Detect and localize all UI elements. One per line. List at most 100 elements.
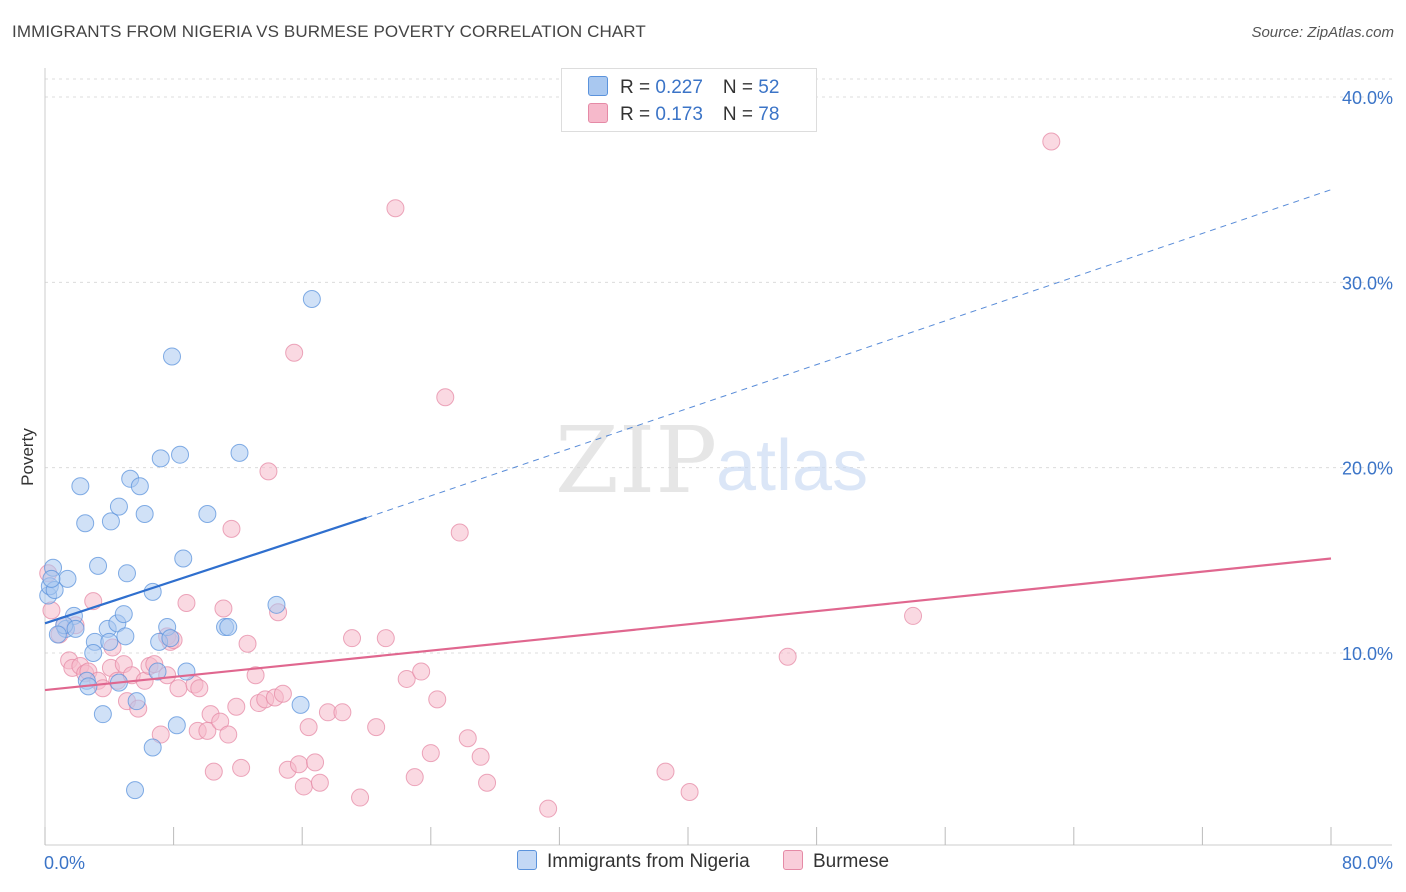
- nigeria-point: [100, 632, 119, 651]
- series-legend: Immigrants from Nigeria Burmese: [0, 850, 1406, 873]
- burmese-point: [238, 634, 257, 653]
- tick-labels: 10.0% 20.0% 30.0% 40.0% 0.0% 80.0%: [44, 88, 1393, 873]
- legend-r-value: 0.227: [655, 77, 703, 98]
- nigeria-point: [130, 477, 149, 496]
- burmese-point: [351, 788, 370, 807]
- nigeria-point: [109, 497, 128, 516]
- nigeria-point: [101, 512, 120, 531]
- burmese-point: [680, 783, 699, 801]
- nigeria-point: [127, 692, 146, 711]
- burmese-point: [458, 729, 477, 748]
- nigeria-trend-line: [44, 516, 367, 625]
- legend-swatch-burmese: [588, 103, 608, 123]
- burmese-point: [405, 768, 424, 787]
- burmese-point: [436, 388, 455, 407]
- nigeria-point: [114, 605, 133, 624]
- nigeria-point: [93, 705, 112, 724]
- burmese-points: [39, 132, 1061, 818]
- burmese-point: [289, 755, 308, 774]
- nigeria-point: [58, 569, 77, 588]
- legend-swatch-nigeria: [588, 76, 608, 96]
- burmese-point: [421, 744, 440, 763]
- burmese-point: [273, 684, 292, 703]
- burmese-point: [1042, 132, 1061, 151]
- nigeria-point: [42, 569, 61, 588]
- legend-swatch-burmese: [782, 850, 803, 870]
- burmese-point: [778, 647, 797, 666]
- nigeria-point: [126, 781, 145, 800]
- nigeria-point: [219, 618, 238, 637]
- nigeria-point: [198, 505, 217, 523]
- burmese-point: [471, 747, 490, 766]
- burmese-point: [367, 718, 386, 737]
- y-tick-label: 30.0%: [1342, 273, 1393, 293]
- nigeria-point: [291, 695, 310, 714]
- nigeria-point: [89, 556, 108, 575]
- nigeria-point: [148, 662, 167, 681]
- legend-swatch-nigeria: [516, 850, 537, 870]
- burmese-point: [222, 519, 241, 538]
- burmese-point: [376, 629, 395, 648]
- burmese-point: [232, 758, 251, 777]
- burmese-point: [904, 606, 923, 625]
- legend-label-burmese: Burmese: [812, 851, 890, 872]
- nigeria-point: [171, 445, 190, 464]
- x-tick-label: 0.0%: [44, 853, 85, 873]
- burmese-point: [204, 762, 223, 781]
- gridlines: [45, 78, 1392, 654]
- burmese-point: [219, 725, 238, 744]
- burmese-point: [397, 669, 416, 688]
- nigeria-point: [162, 347, 181, 366]
- burmese-point: [177, 593, 196, 612]
- burmese-point: [211, 712, 230, 731]
- nigeria-point: [84, 644, 103, 662]
- nigeria-points: [39, 290, 321, 800]
- source-credit: Source: ZipAtlas.com: [1251, 24, 1394, 41]
- nigeria-point: [167, 716, 186, 735]
- burmese-point: [169, 679, 188, 698]
- legend-row-nigeria: R = 0.227 N = 52: [588, 76, 779, 99]
- nigeria-point: [230, 443, 249, 462]
- legend-item-burmese[interactable]: Burmese: [782, 850, 890, 873]
- burmese-point: [478, 773, 497, 792]
- nigeria-point: [161, 629, 180, 648]
- burmese-point: [190, 679, 209, 698]
- legend-n-label: N =: [722, 104, 759, 125]
- burmese-point: [656, 762, 675, 781]
- nigeria-point: [66, 619, 85, 638]
- legend-r-value: 0.173: [655, 104, 703, 125]
- nigeria-point: [143, 738, 162, 757]
- legend-n-label: N =: [722, 77, 759, 98]
- nigeria-point: [48, 625, 67, 644]
- x-tick-label: 80.0%: [1342, 853, 1393, 873]
- trend-lines: [44, 189, 1332, 692]
- burmese-point: [246, 666, 265, 685]
- burmese-trend-line: [44, 557, 1332, 692]
- nigeria-point: [116, 627, 135, 646]
- burmese-point: [306, 753, 325, 772]
- y-tick-label: 40.0%: [1342, 88, 1393, 108]
- burmese-point: [42, 601, 61, 620]
- nigeria-point: [177, 662, 196, 681]
- burmese-point: [539, 799, 558, 818]
- stats-legend: R = 0.227 N = 52 R = 0.173 N = 78: [561, 68, 817, 132]
- axes: [44, 68, 1392, 846]
- nigeria-point: [302, 290, 321, 309]
- burmese-point: [450, 523, 469, 542]
- legend-n-value: 78: [758, 104, 780, 125]
- burmese-point: [412, 662, 431, 681]
- legend-row-burmese: R = 0.173 N = 78: [588, 103, 779, 126]
- nigeria-point: [151, 449, 170, 468]
- burmese-point: [227, 697, 246, 716]
- nigeria-point: [174, 549, 193, 568]
- legend-item-nigeria[interactable]: Immigrants from Nigeria: [516, 850, 750, 873]
- y-tick-label: 20.0%: [1342, 459, 1393, 479]
- burmese-point: [428, 690, 447, 709]
- nigeria-point: [135, 505, 154, 523]
- burmese-point: [386, 199, 405, 218]
- legend-n-value: 52: [758, 77, 780, 98]
- watermark-zip: ZIP: [555, 407, 717, 514]
- watermark-atlas: atlas: [716, 426, 868, 506]
- burmese-point: [151, 725, 170, 744]
